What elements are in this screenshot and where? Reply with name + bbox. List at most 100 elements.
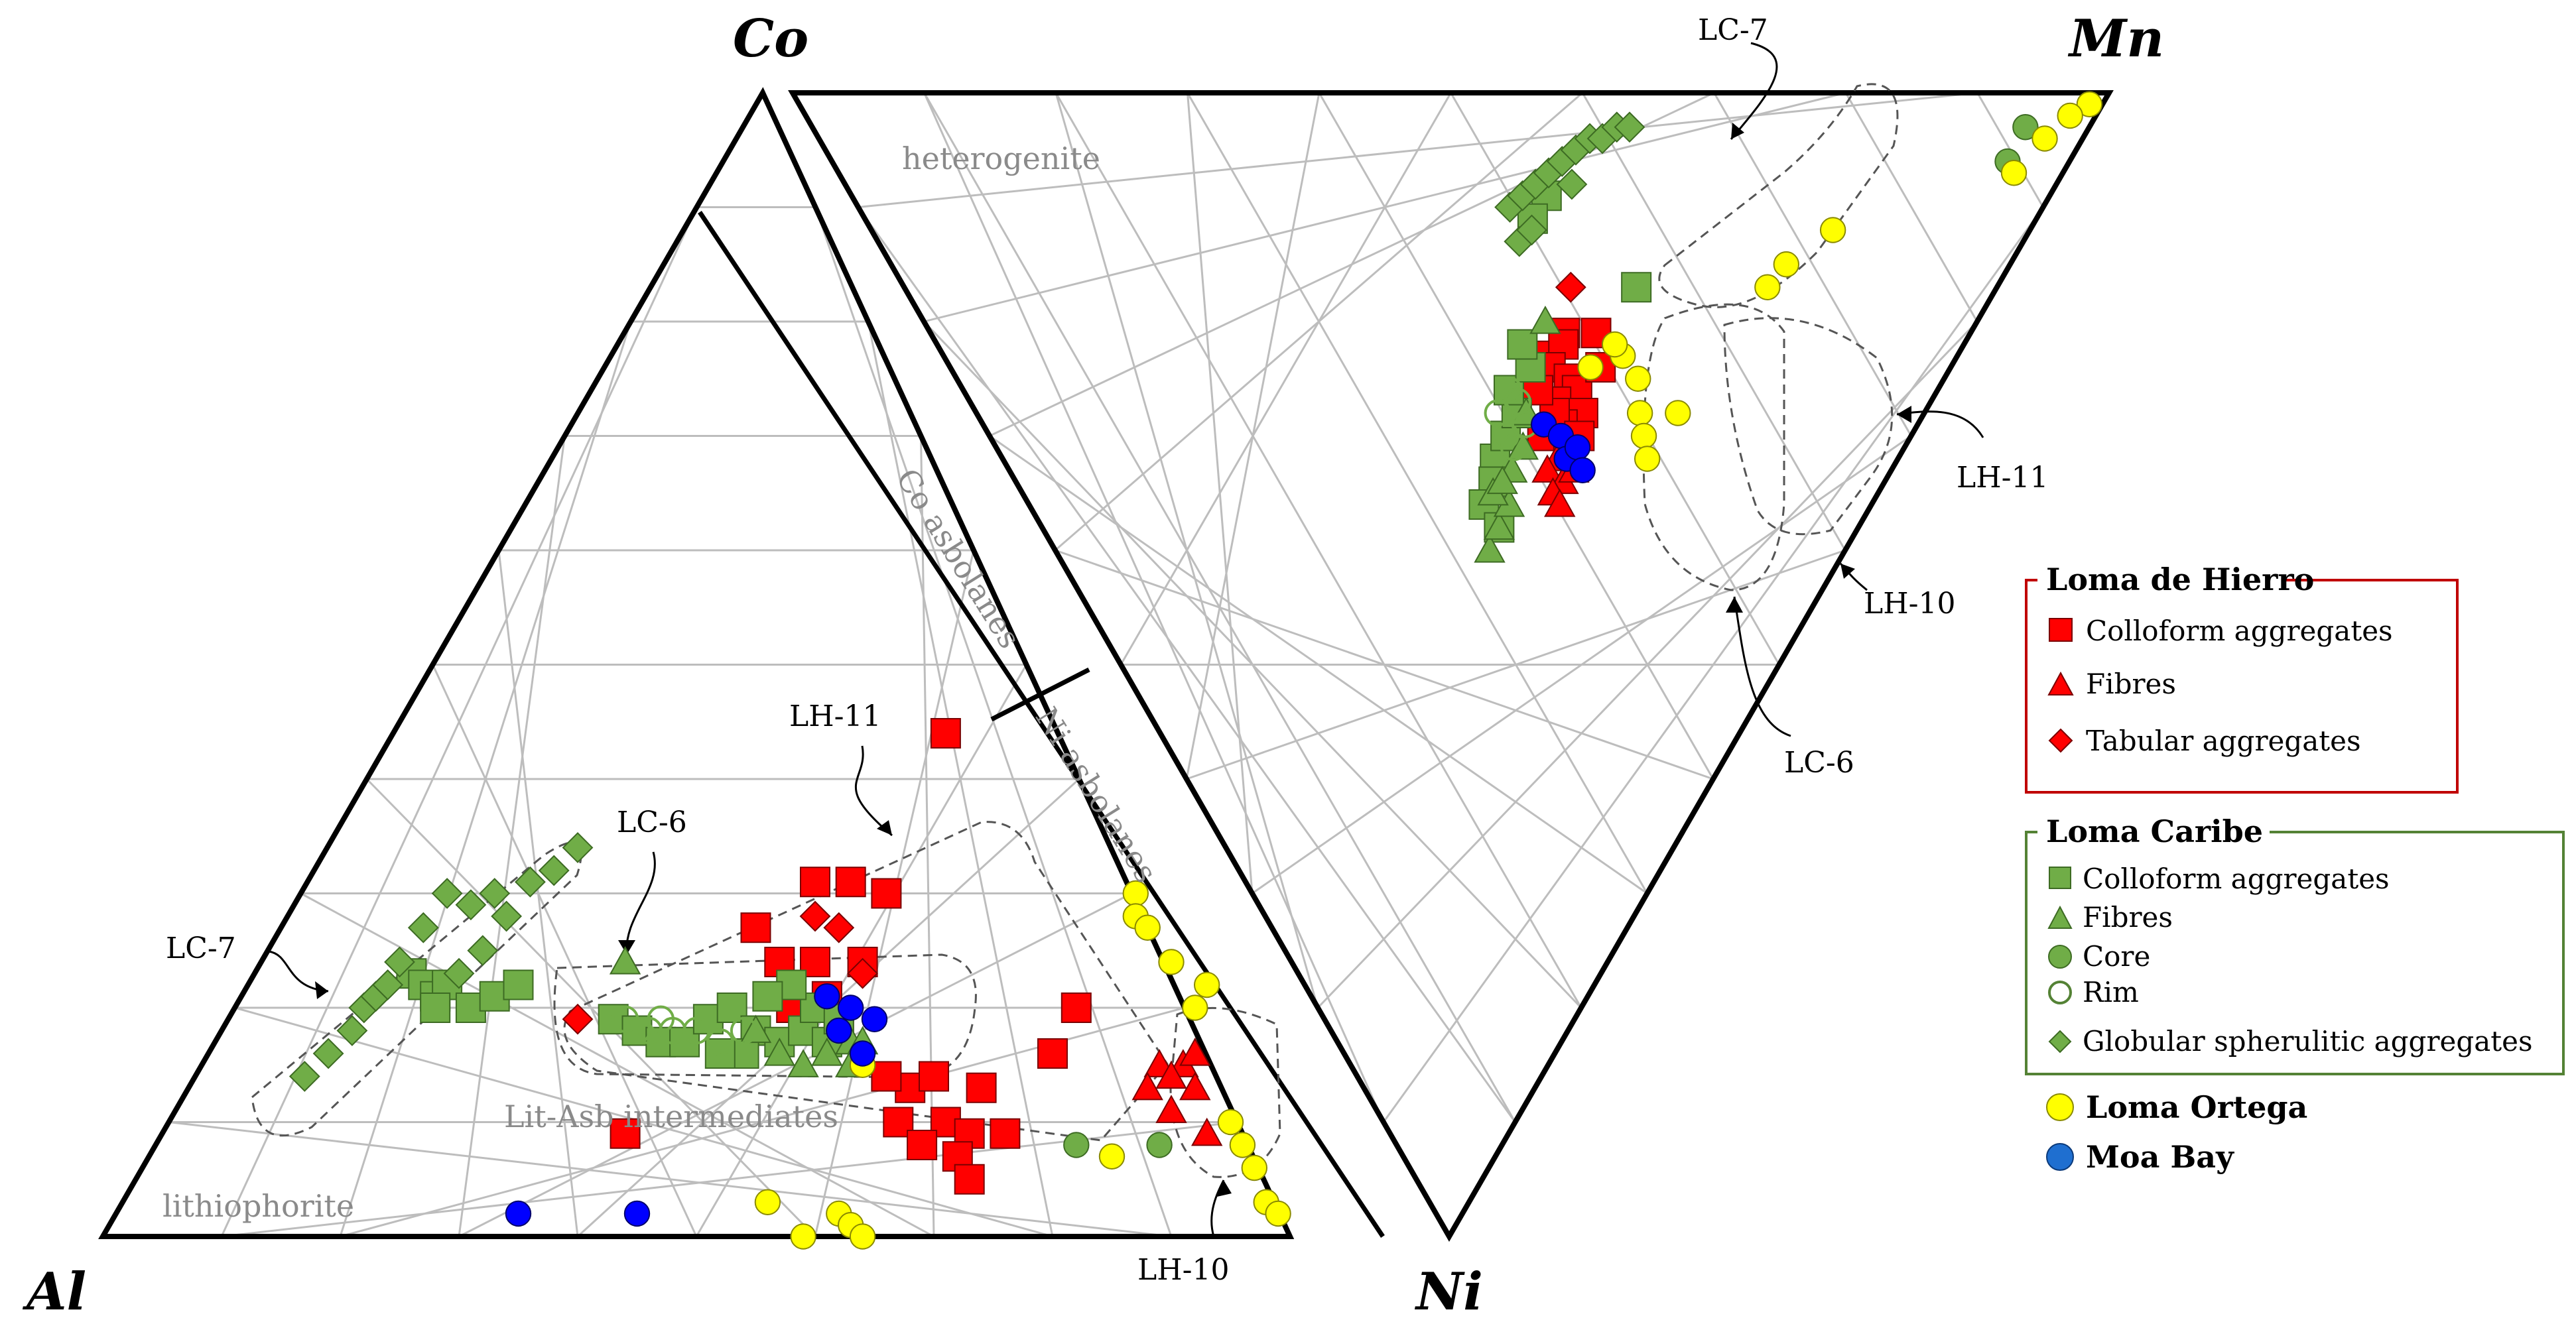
point-left-moa-bay xyxy=(838,994,864,1021)
arrowhead-lh10-right xyxy=(1840,564,1855,579)
right-grid-line xyxy=(1186,549,1846,780)
point-right-loma-ortega xyxy=(1601,331,1628,358)
point-left-loma-ortega xyxy=(1158,949,1185,975)
point-right-loma-de-hierro-tabular-aggregates xyxy=(1555,271,1586,303)
left-grid-line xyxy=(867,321,1054,1237)
point-right-loma-caribe-rim xyxy=(1500,434,1528,461)
point-left-loma-de-hierro-tabular-aggregates xyxy=(847,957,879,989)
point-right-loma-ortega xyxy=(1754,274,1781,300)
legend-moa-bay: Moa Bay xyxy=(2086,1139,2234,1175)
right-grid-line xyxy=(923,92,1385,1123)
point-left-loma-caribe-fibres xyxy=(811,1037,843,1066)
arrowhead-lc6-right xyxy=(1726,597,1743,613)
point-left-loma-caribe-rim xyxy=(682,1016,710,1045)
arrow-lh10-left xyxy=(1210,1179,1225,1237)
legend-caribe-rim: Rim xyxy=(2083,976,2139,1008)
point-right-loma-ortega xyxy=(2076,91,2103,117)
legend-title-caribe: Loma Caribe xyxy=(2046,813,2263,849)
right-ternary-outline xyxy=(788,90,2114,1242)
left-grid-line xyxy=(920,436,935,1237)
label-lh11-right: LH-11 xyxy=(1957,461,2048,495)
legend-marker-hierro-fibres xyxy=(2047,671,2074,695)
legend-marker-caribe-fibres xyxy=(2047,905,2073,929)
vertex-label-ni: Ni xyxy=(1414,1262,1483,1322)
point-left-loma-de-hierro-fibres xyxy=(1179,1037,1211,1066)
legend-caribe-fibres: Fibres xyxy=(2083,901,2173,933)
point-left-loma-caribe-globular-spherulitic-aggregates xyxy=(538,855,570,886)
point-left-loma-caribe-globular-spherulitic-aggregates xyxy=(479,878,511,909)
field-label-lit-asb: Lit-Asb intermediates xyxy=(504,1099,838,1134)
arrowhead-lh11-left xyxy=(877,820,892,835)
legend-marker-hierro-colloform xyxy=(2049,618,2073,642)
point-left-loma-caribe-globular-spherulitic-aggregates xyxy=(467,935,499,967)
point-right-loma-de-hierro-fibres xyxy=(1531,454,1563,483)
point-left-loma-caribe-globular-spherulitic-aggregates xyxy=(443,957,475,989)
point-left-loma-ortega xyxy=(1217,1109,1244,1136)
point-left-loma-de-hierro-colloform-aggregates xyxy=(1037,1038,1068,1069)
left-grid-line xyxy=(365,778,816,1238)
point-left-loma-caribe-fibres xyxy=(787,1049,819,1077)
field-label-ni-asbolanes: Ni asbolanes xyxy=(1029,701,1165,888)
point-left-loma-ortega xyxy=(1229,1132,1256,1158)
grid-lines xyxy=(168,91,2044,1238)
field-boundary-asbolanes xyxy=(990,667,1090,722)
point-left-loma-caribe-globular-spherulitic-aggregates xyxy=(491,900,523,932)
left-grid-line xyxy=(234,1006,1053,1238)
point-left-loma-ortega xyxy=(1182,994,1208,1021)
point-left-loma-caribe-globular-spherulitic-aggregates xyxy=(431,878,463,909)
point-left-loma-de-hierro-colloform-aggregates xyxy=(954,1164,985,1195)
arrowhead-lc7-left xyxy=(315,981,328,999)
legend-loma-hierro: Loma de Hierro Colloform aggregates Fibr… xyxy=(2025,560,2459,794)
field-label-heterogenite: heterogenite xyxy=(902,141,1100,176)
point-left-loma-ortega xyxy=(1134,914,1161,941)
point-right-loma-caribe-globular-spherulitic-aggregates xyxy=(1556,168,1588,200)
point-left-loma-ortega xyxy=(754,1189,781,1215)
point-left-moa-bay xyxy=(814,983,840,1010)
point-right-loma-ortega xyxy=(1665,400,1691,426)
vertex-label-co: Co xyxy=(733,9,808,69)
point-left-loma-caribe-rim xyxy=(623,1016,651,1045)
legend-marker-ortega xyxy=(2046,1093,2074,1121)
right-grid-line xyxy=(1055,92,1319,1008)
label-lc7-right: LC-7 xyxy=(1698,13,1768,47)
point-right-loma-caribe-core xyxy=(2012,114,2039,141)
point-left-loma-de-hierro-colloform-aggregates xyxy=(919,1061,949,1092)
envelope-lh11-right xyxy=(1723,317,1894,536)
point-left-loma-caribe-globular-spherulitic-aggregates xyxy=(336,1015,368,1046)
data-points xyxy=(289,91,2103,1250)
legend-head-bg-hierro xyxy=(2037,560,2284,597)
point-right-loma-de-hierro-fibres xyxy=(1544,488,1576,517)
legend-caribe-globular: Globular spherulitic aggregates xyxy=(2083,1025,2533,1057)
point-left-loma-de-hierro-colloform-aggregates xyxy=(1061,993,1092,1023)
point-left-moa-bay xyxy=(623,1200,651,1227)
point-left-loma-caribe-colloform-aggregates xyxy=(420,993,451,1023)
field-label-lithiophorite: lithiophorite xyxy=(162,1188,354,1224)
legend-marker-caribe-colloform xyxy=(2049,867,2071,889)
field-label-co-asbolanes: Co asbolanes xyxy=(889,462,1028,654)
point-left-loma-ortega xyxy=(1241,1154,1268,1181)
point-right-loma-ortega xyxy=(2031,125,2058,152)
point-left-loma-de-hierro-colloform-aggregates xyxy=(990,1118,1021,1149)
legend-head-bg-caribe xyxy=(2037,812,2270,849)
point-right-loma-caribe-colloform-aggregates xyxy=(1507,329,1538,360)
label-lc6-right: LC-6 xyxy=(1784,746,1854,780)
envelope-lh11-left xyxy=(563,821,1169,1142)
point-left-loma-de-hierro-fibres xyxy=(1191,1117,1223,1146)
point-left-loma-caribe-fibres xyxy=(609,945,641,975)
point-right-loma-ortega xyxy=(1630,422,1657,450)
point-left-loma-de-hierro-colloform-aggregates xyxy=(883,1107,914,1138)
legend-marker-caribe-core xyxy=(2048,945,2072,969)
legend-loma-caribe: Loma Caribe Colloform aggregates Fibres … xyxy=(2025,812,2565,1075)
point-right-loma-caribe-fibres xyxy=(1529,305,1561,334)
arrowhead-lc7-right xyxy=(1731,123,1744,139)
point-right-moa-bay xyxy=(1569,457,1596,483)
point-left-loma-caribe-fibres xyxy=(763,1037,795,1066)
envelope-lc7-right xyxy=(1658,83,1899,308)
legend-marker-hierro-tabular xyxy=(2048,728,2073,753)
point-left-loma-de-hierro-colloform-aggregates xyxy=(740,912,771,943)
legend-hierro-tabular: Tabular aggregates xyxy=(2086,725,2361,757)
right-grid-line xyxy=(1713,92,1912,437)
arrow-lc7-left xyxy=(268,950,329,993)
field-boundary-heterogenite xyxy=(698,211,1385,1238)
right-grid-line xyxy=(1187,92,1648,894)
